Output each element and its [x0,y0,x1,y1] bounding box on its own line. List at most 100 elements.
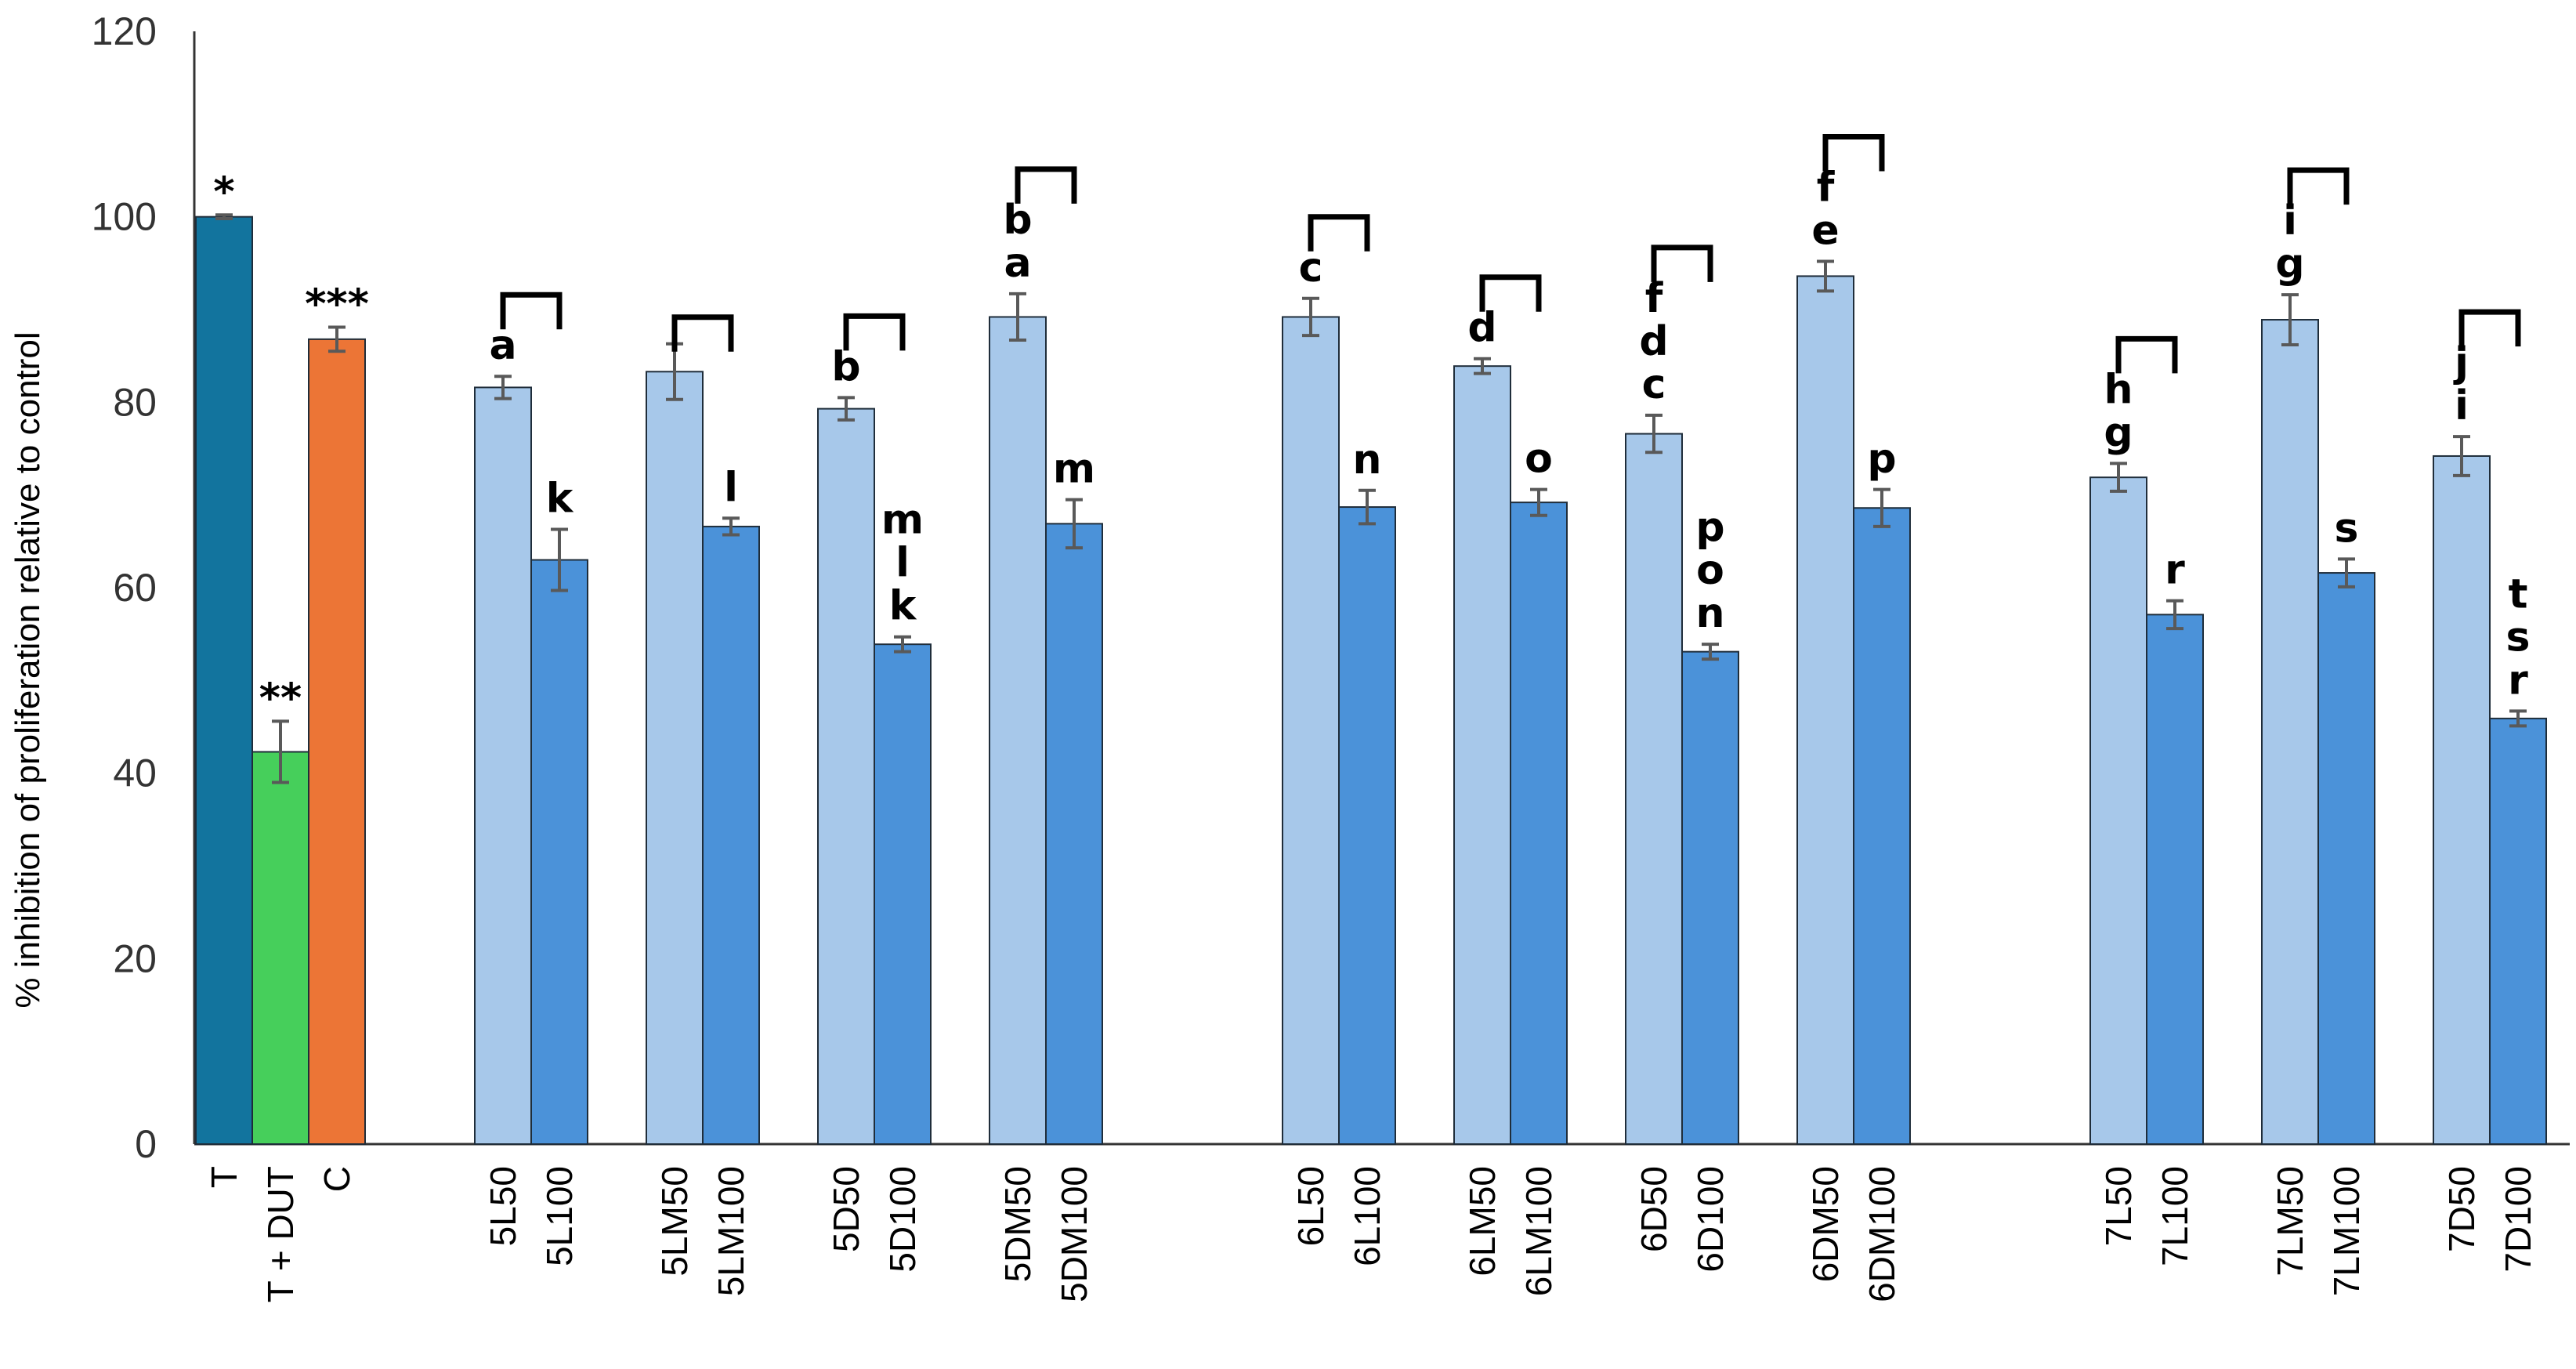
x-category-label: 6LM100 [1518,1166,1559,1296]
y-tick-label: 0 [135,1122,157,1166]
pair-bracket [2287,167,2350,205]
x-category-label: 7D50 [2441,1166,2482,1252]
significance-letter: s [2335,505,2359,552]
significance-letter: r [2165,547,2185,594]
bar-100 [2317,572,2375,1145]
significance-letter: f [1645,275,1664,322]
y-tick-label: 80 [113,380,157,424]
significance-letter: l [724,464,738,511]
bar-50 [646,371,704,1145]
significance-letter: g [2104,409,2133,456]
significance-letter: m [1053,446,1095,493]
bar-100 [702,525,760,1145]
x-category-label: 6DM50 [1805,1166,1846,1282]
pair-bracket [1822,133,1885,172]
bar-100 [1681,650,1739,1145]
x-category-label: 7D100 [2498,1166,2538,1273]
pair-bracket [1015,166,1077,204]
significance-letter: m [881,497,924,544]
x-category-label: 5LM100 [711,1166,751,1296]
significance-letter: r [2508,657,2528,704]
bar-100 [1045,523,1103,1145]
pair-bracket [1308,214,1370,252]
bar-50 [474,386,532,1145]
significance-letter: t [2509,570,2528,617]
significance-letter: p [1867,436,1896,483]
bar-100 [2489,717,2547,1145]
pair-bracket [2115,335,2178,374]
annotations: ******ak lbklmabmcndocdfnopefpghrgisijrst… [213,133,2531,784]
x-category-label: C [317,1166,357,1192]
bar-100 [2146,614,2204,1145]
y-tick-label: 100 [92,195,157,239]
x-category-label: 6LM50 [1462,1166,1503,1277]
x-category-label: 7LM50 [2270,1166,2310,1277]
x-axis-labels: T T + DUT C 5L50 5L100 5LM50 5LM100 5D50 5D100 5D… [204,1166,2538,1302]
bar-50 [817,407,875,1145]
axes: 0 20 40 60 80 100 120 [92,9,2570,1166]
y-tick-label: 120 [92,9,157,53]
significance-letter: e [1811,207,1839,254]
bar-100 [1510,502,1568,1145]
significance-letter: l [895,540,910,587]
pair-bracket [671,314,734,352]
bar-50 [1625,433,1683,1145]
significance-letter: b [1003,197,1032,244]
x-category-label: 5D50 [826,1166,867,1252]
x-category-label: 6L100 [1347,1166,1387,1266]
pair-bracket [500,292,563,330]
y-tick-label: 40 [113,752,157,795]
x-category-label: 7L100 [2155,1166,2195,1266]
significance-letter: o [1525,436,1553,483]
x-category-label: 7LM100 [2326,1166,2367,1296]
significance-letter: b [831,343,860,390]
x-category-label: 5D100 [882,1166,923,1273]
significance-letter: a [489,322,516,369]
significance-letter: k [889,583,917,630]
pair-bracket [1479,274,1542,312]
x-category-label: 6L50 [1290,1166,1331,1246]
x-category-label: 5L50 [483,1166,523,1246]
significance-marker: *** [305,281,369,328]
significance-letter: s [2506,614,2531,661]
significance-letter: c [1299,244,1323,292]
x-category-label: T + DUT [260,1166,301,1302]
significance-letter: f [1817,164,1836,211]
significance-letter: k [546,475,574,522]
pair-bracket [1651,244,1713,282]
significance-marker: * [213,168,234,215]
significance-letter: p [1695,504,1724,551]
control-bar [195,215,253,1146]
significance-letter: d [1467,305,1496,352]
bar-100 [1853,507,1911,1145]
y-tick-label: 60 [113,566,157,610]
x-category-label: 7L50 [2098,1166,2139,1246]
bar-50 [989,316,1047,1145]
significance-letter: n [1352,436,1381,483]
x-category-label: 6D50 [1634,1166,1674,1252]
significance-letter: i [2283,197,2297,244]
x-category-label: T [204,1166,244,1188]
x-category-label: 5L100 [539,1166,580,1266]
x-category-label: 6DM100 [1861,1166,1902,1302]
significance-letter: i [2455,382,2469,429]
significance-marker: ** [259,675,302,722]
significance-letter: h [2104,366,2133,413]
bar-100 [874,643,932,1145]
control-bar [308,338,366,1145]
bars [195,215,2547,1146]
pair-bracket [843,313,906,351]
y-tick-label: 20 [113,936,157,980]
bar-100 [1338,506,1396,1145]
x-category-label: 6D100 [1690,1166,1731,1273]
y-axis-title: % inhibition of proliferation relative t… [9,331,47,1008]
significance-letter: n [1695,590,1724,637]
bar-50 [2433,455,2491,1145]
x-category-label: 5DM100 [1054,1166,1094,1302]
significance-letter: a [1004,240,1031,287]
x-category-label: 5DM50 [997,1166,1038,1282]
significance-letter: d [1639,318,1668,365]
bar-100 [530,559,588,1145]
bar-50 [1453,365,1511,1145]
